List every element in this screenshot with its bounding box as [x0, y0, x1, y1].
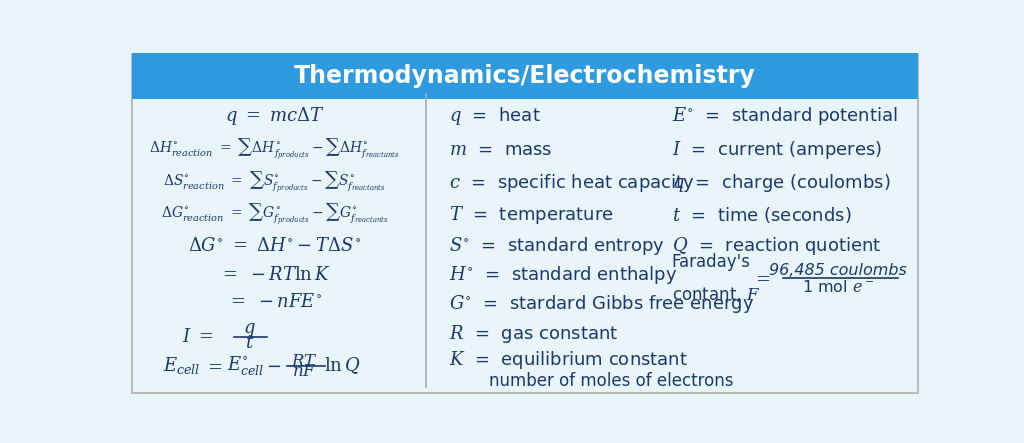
Text: $Q$  =  reaction quotient: $Q$ = reaction quotient — [672, 235, 881, 257]
Text: $T$  =  temperature: $T$ = temperature — [450, 204, 614, 226]
Text: $K$  =  equilibrium constant: $K$ = equilibrium constant — [450, 349, 688, 371]
Text: 96,485 coulombs: 96,485 coulombs — [769, 263, 907, 278]
Text: $m$  =  mass: $m$ = mass — [450, 141, 553, 159]
Text: $q \ = \ mc\Delta T$: $q \ = \ mc\Delta T$ — [225, 105, 325, 127]
Text: Faraday's
contant, $F$: Faraday's contant, $F$ — [672, 253, 760, 303]
Text: $E^{\circ}_{cell}$: $E^{\circ}_{cell}$ — [226, 354, 264, 377]
Text: $I$  =  current (amperes): $I$ = current (amperes) — [672, 140, 882, 161]
Text: $S^{\circ}$  =  standard entropy: $S^{\circ}$ = standard entropy — [450, 235, 665, 257]
Text: $t$: $t$ — [245, 334, 254, 352]
Text: $I \ = $: $I \ = $ — [182, 328, 214, 346]
Text: number of moles of electrons: number of moles of electrons — [489, 372, 733, 390]
Text: $q$  =  charge (coulombs): $q$ = charge (coulombs) — [672, 172, 890, 194]
Text: $\Delta H^{\circ}_{reaction} \ = \ \sum\Delta H^{\circ}_{f_{products}} -\sum\Del: $\Delta H^{\circ}_{reaction} \ = \ \sum\… — [150, 137, 400, 163]
Text: $=$: $=$ — [204, 357, 222, 375]
Text: $nF$: $nF$ — [292, 362, 316, 381]
Text: $q$: $q$ — [243, 321, 256, 339]
Text: 1 mol $e^-$: 1 mol $e^-$ — [802, 279, 874, 295]
Text: $-$: $-$ — [265, 357, 281, 375]
Text: $G^{\circ}$  =  stardard Gibbs free energy: $G^{\circ}$ = stardard Gibbs free energy — [450, 293, 755, 315]
Text: $= \ -nFE^{\circ}$: $= \ -nFE^{\circ}$ — [227, 293, 323, 311]
Text: $R$  =  gas constant: $R$ = gas constant — [450, 323, 618, 345]
Text: $\Delta S^{\circ}_{reaction} \ = \ \sum S^{\circ}_{f_{products}} -\sum S^{\circ}: $\Delta S^{\circ}_{reaction} \ = \ \sum … — [164, 170, 386, 196]
Text: $\Delta G^{\circ}_{reaction} \ = \ \sum G^{\circ}_{f_{products}} -\sum G^{\circ}: $\Delta G^{\circ}_{reaction} \ = \ \sum … — [161, 202, 388, 228]
Text: $E^{\circ}$  =  standard potential: $E^{\circ}$ = standard potential — [672, 105, 897, 127]
Text: Thermodynamics/Electrochemistry: Thermodynamics/Electrochemistry — [294, 64, 756, 88]
Text: $t$  =  time (seconds): $t$ = time (seconds) — [672, 205, 851, 225]
Text: $E_{cell}$: $E_{cell}$ — [163, 355, 201, 377]
Text: $H^{\circ}$  =  standard enthalpy: $H^{\circ}$ = standard enthalpy — [450, 264, 678, 286]
FancyBboxPatch shape — [132, 55, 918, 392]
Text: $q$  =  heat: $q$ = heat — [450, 105, 541, 127]
Text: $=$: $=$ — [752, 269, 771, 288]
Text: $c$  =  specific heat capacity: $c$ = specific heat capacity — [450, 172, 695, 194]
Bar — [132, 53, 918, 99]
Text: $RT$: $RT$ — [291, 352, 317, 370]
Text: $= \ -RT\ln K$: $= \ -RT\ln K$ — [219, 266, 331, 284]
Text: $\Delta G^{\circ} \ = \ \Delta H^{\circ} - T\Delta S^{\circ}$: $\Delta G^{\circ} \ = \ \Delta H^{\circ}… — [188, 237, 361, 255]
Text: $\ln Q$: $\ln Q$ — [324, 356, 360, 376]
